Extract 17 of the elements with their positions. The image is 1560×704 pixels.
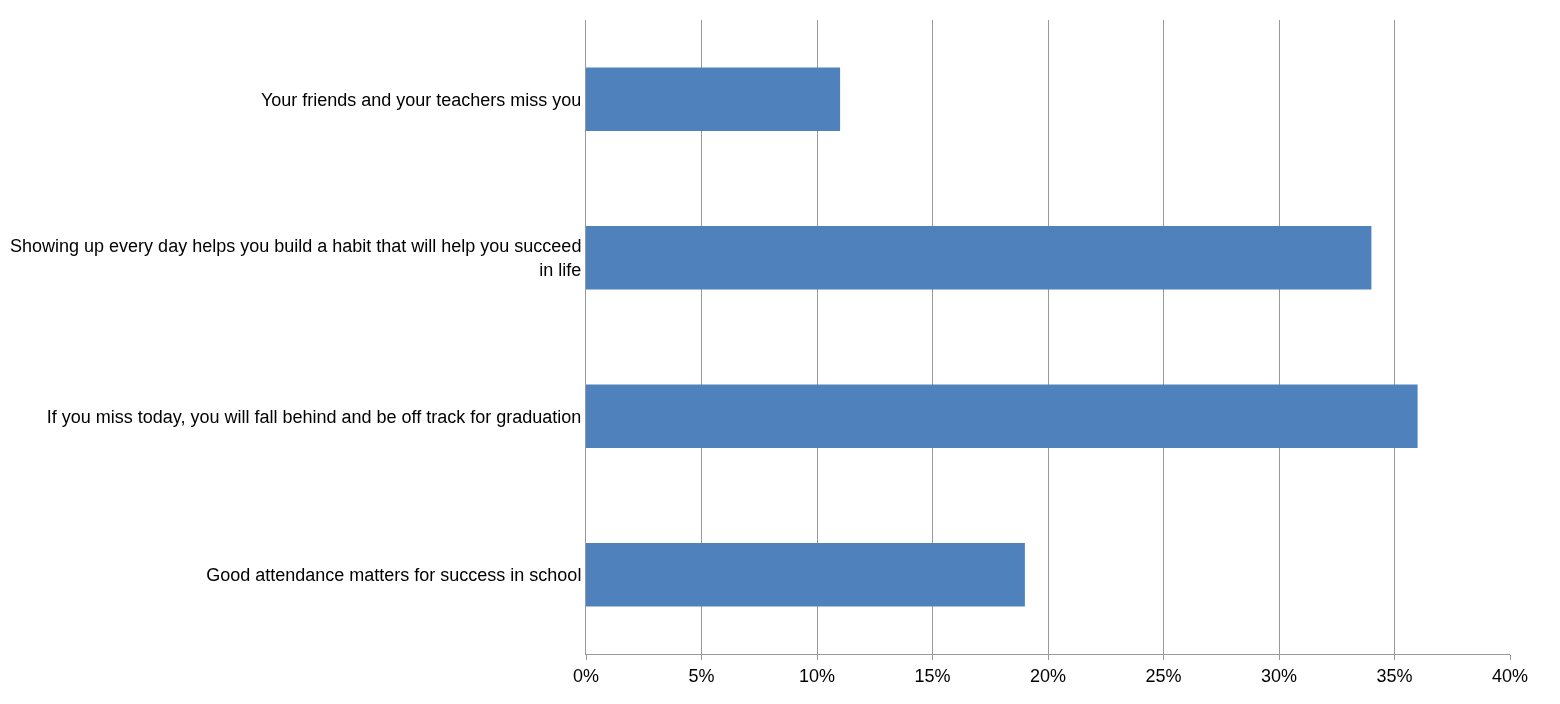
bar — [586, 67, 841, 131]
x-tick-label: 5% — [688, 665, 715, 686]
x-tick-label: 15% — [914, 665, 951, 686]
bar — [586, 226, 1372, 290]
bar — [586, 384, 1418, 448]
bar — [586, 543, 1025, 607]
y-tick-label: Your friends and your teachers miss you — [260, 89, 582, 110]
x-tick-label: 40% — [1491, 665, 1529, 686]
x-tick-label: 20% — [1029, 665, 1067, 686]
x-tick-label: 25% — [1145, 665, 1182, 686]
y-tick-label: Good attendance matters for success in school — [206, 565, 582, 586]
x-tick-label: 0% — [572, 665, 600, 686]
x-tick-label: 30% — [1260, 665, 1298, 686]
x-tick-label: 35% — [1376, 665, 1413, 686]
y-tick-label: If you miss today, you will fall behind and be off track for graduation — [46, 406, 582, 427]
y-tick-label: Showing up every day helps you build a habit that will help you succeed in life — [10, 236, 582, 280]
x-tick-label: 10% — [798, 665, 836, 686]
